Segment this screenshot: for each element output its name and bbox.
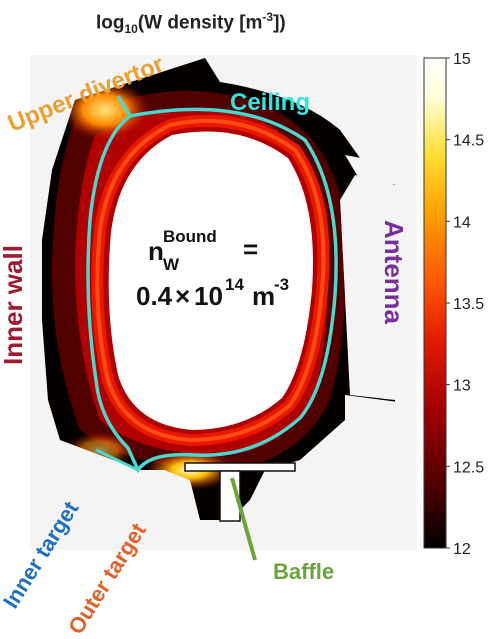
colorbar-tick-label: 12 bbox=[453, 541, 471, 558]
plasma-core bbox=[108, 131, 314, 430]
formula-sub: W bbox=[163, 255, 180, 274]
antenna-notch-lower bbox=[345, 395, 398, 420]
formula-n: n bbox=[148, 236, 164, 266]
title-suffix: ]) bbox=[273, 12, 286, 34]
colorbar-tick-label: 12.5 bbox=[453, 459, 484, 476]
colorbar-tick-label: 15 bbox=[453, 51, 471, 68]
bound-density-formula: n W Bound = 0.4 × 10 14 m -3 bbox=[136, 227, 289, 311]
separatrix-line bbox=[86, 95, 338, 474]
formula-base: 10 bbox=[194, 281, 223, 311]
colorbar-tick-label: 13.5 bbox=[453, 296, 484, 313]
title-prefix: log bbox=[96, 12, 125, 34]
antenna-notch-upper bbox=[345, 155, 398, 185]
title-superscript: -3 bbox=[262, 10, 274, 24]
formula-unit-exp: -3 bbox=[274, 275, 289, 294]
separatrix-leg bbox=[95, 448, 139, 472]
formula-equals: = bbox=[243, 234, 258, 264]
label-ceiling: Ceiling bbox=[230, 89, 310, 116]
colorbar-ticks: 15 14.5 14 13.5 13 12.5 12 bbox=[446, 51, 484, 558]
label-inner-wall: Inner wall bbox=[0, 245, 28, 365]
title-subscript: 10 bbox=[124, 22, 138, 37]
formula-sup: Bound bbox=[163, 227, 217, 246]
colorbar bbox=[423, 57, 447, 549]
baffle-plate bbox=[184, 462, 296, 472]
colorbar-tick-label: 13 bbox=[453, 378, 471, 395]
colorbar-tick-label: 14 bbox=[453, 214, 471, 231]
label-antenna: Antenna bbox=[379, 220, 409, 325]
title-middle: (W density [m bbox=[137, 12, 263, 34]
colorbar-tick-label: 14.5 bbox=[453, 133, 484, 150]
formula-times: × bbox=[175, 281, 190, 311]
formula-exp: 14 bbox=[225, 275, 244, 294]
formula-value: 0.4 bbox=[136, 281, 173, 311]
bright-ring-core bbox=[95, 118, 326, 443]
baffle-pointer bbox=[230, 477, 257, 561]
figure-title: log10(W density [m-3]) bbox=[96, 10, 356, 36]
label-baffle: Baffle bbox=[273, 559, 334, 584]
formula-unit: m bbox=[252, 281, 275, 311]
